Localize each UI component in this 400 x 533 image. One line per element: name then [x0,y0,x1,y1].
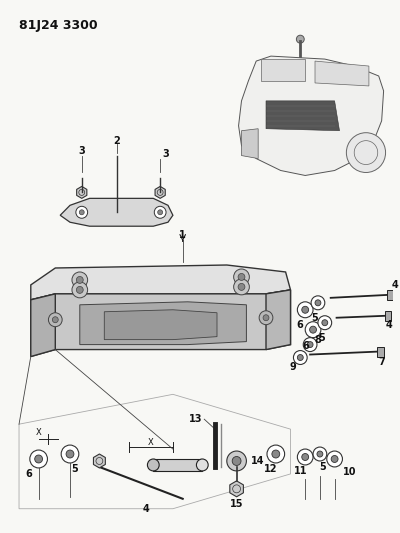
Text: 1: 1 [179,230,186,240]
Polygon shape [153,459,202,471]
Text: 4: 4 [386,320,392,330]
Circle shape [234,279,249,295]
Circle shape [79,210,84,215]
Circle shape [272,450,280,458]
Text: 4: 4 [143,504,150,514]
Circle shape [303,337,317,352]
Circle shape [318,316,332,330]
Polygon shape [315,61,369,86]
Text: X: X [148,438,153,447]
Circle shape [346,133,386,173]
Text: 5: 5 [312,313,318,323]
Circle shape [232,456,241,465]
Circle shape [315,300,321,306]
Circle shape [322,320,328,326]
Text: 81J24 3300: 81J24 3300 [19,19,98,33]
Polygon shape [377,346,384,357]
Text: 15: 15 [230,499,243,509]
Text: 13: 13 [189,414,202,424]
Text: 8: 8 [314,335,321,345]
Polygon shape [266,290,290,350]
Circle shape [302,454,309,461]
Text: 5: 5 [318,333,325,343]
Circle shape [72,282,88,298]
Polygon shape [261,59,305,81]
Polygon shape [94,454,105,468]
Circle shape [61,445,79,463]
Circle shape [259,311,273,325]
Circle shape [313,447,327,461]
Circle shape [294,351,307,365]
Polygon shape [60,198,173,226]
Polygon shape [384,311,392,321]
Text: 4: 4 [392,280,398,290]
Circle shape [305,322,321,337]
Polygon shape [230,481,243,497]
Circle shape [30,450,48,468]
Circle shape [227,451,246,471]
Circle shape [307,342,313,348]
Circle shape [317,451,323,457]
Circle shape [297,302,313,318]
Text: 11: 11 [294,466,307,476]
Polygon shape [155,187,165,198]
Circle shape [76,277,83,284]
Circle shape [72,272,88,288]
Circle shape [327,451,342,467]
Text: 6: 6 [26,469,32,479]
Text: X: X [36,427,42,437]
Polygon shape [104,310,217,340]
Circle shape [331,456,338,463]
Polygon shape [31,265,290,300]
Polygon shape [386,290,394,300]
Circle shape [263,315,269,321]
Polygon shape [31,294,55,357]
Circle shape [154,206,166,218]
Circle shape [158,210,163,215]
Circle shape [196,459,208,471]
Text: 14: 14 [251,456,265,466]
Text: 12: 12 [264,464,278,474]
Text: 2: 2 [114,136,120,146]
Circle shape [48,313,62,327]
Circle shape [296,35,304,43]
Polygon shape [242,129,258,158]
Polygon shape [31,290,290,357]
Circle shape [52,317,58,322]
Text: 3: 3 [163,149,170,159]
Circle shape [66,450,74,458]
Circle shape [297,354,303,360]
Polygon shape [266,101,340,131]
Circle shape [302,306,309,313]
Circle shape [297,449,313,465]
Circle shape [267,445,285,463]
Circle shape [238,273,245,280]
Polygon shape [77,187,87,198]
Text: 5: 5 [320,462,326,472]
Circle shape [35,455,42,463]
Text: 6: 6 [296,320,303,330]
Polygon shape [238,56,384,175]
Text: 3: 3 [78,146,85,156]
Circle shape [311,296,325,310]
Text: 9: 9 [289,362,296,373]
Text: 6: 6 [303,341,310,351]
Circle shape [76,286,83,293]
Text: 10: 10 [342,467,356,477]
Circle shape [310,326,316,333]
Text: 5: 5 [72,464,78,474]
Polygon shape [80,302,246,345]
Circle shape [234,269,249,285]
Circle shape [238,284,245,290]
Circle shape [148,459,159,471]
Text: 7: 7 [379,357,386,367]
Circle shape [76,206,88,218]
